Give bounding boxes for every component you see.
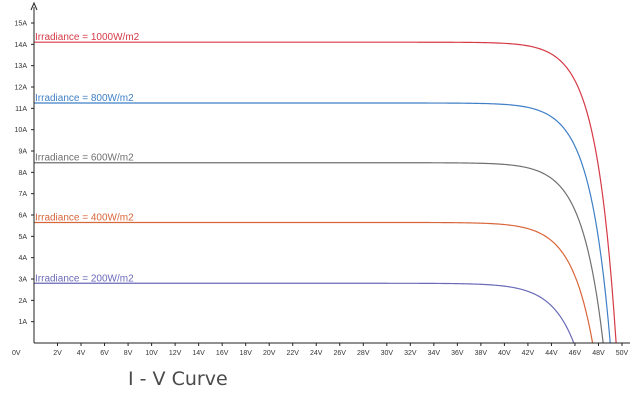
x-tick-label: 0V bbox=[12, 350, 21, 357]
x-tick-label: 34V bbox=[428, 350, 441, 357]
y-tick-label: 3A bbox=[18, 277, 27, 284]
y-tick-label: 6A bbox=[18, 213, 27, 220]
x-tick-label: 30V bbox=[381, 350, 394, 357]
series-line-1 bbox=[34, 41, 617, 344]
y-tick-label: 12A bbox=[15, 85, 28, 92]
y-tick-label: 13A bbox=[15, 63, 28, 70]
y-tick-label: 7A bbox=[18, 191, 27, 198]
x-tick-label: 42V bbox=[522, 350, 535, 357]
x-tick-label: 46V bbox=[569, 350, 582, 357]
y-axis-ticks: 1A 2A 3A 4A 5A 6A 7A 8A 9A 10A 11A 12A 13A 14A 15A bbox=[15, 21, 34, 326]
x-tick-label: 2V bbox=[53, 350, 62, 357]
x-tick-label: 12V bbox=[169, 350, 182, 357]
y-tick-label: 1A bbox=[18, 319, 27, 326]
x-tick-label: 32V bbox=[404, 350, 417, 357]
x-tick-label: 14V bbox=[192, 350, 205, 357]
x-tick-label: 40V bbox=[498, 350, 511, 357]
y-tick-label: 5A bbox=[18, 234, 27, 241]
series-layer bbox=[34, 41, 617, 344]
series-label-4: Irradiance = 400W/m2 bbox=[35, 212, 134, 223]
x-tick-label: 50V bbox=[616, 350, 629, 357]
y-tick-label: 4A bbox=[18, 255, 27, 262]
y-axis-arrow bbox=[30, 1, 38, 11]
x-tick-label: 44V bbox=[545, 350, 558, 357]
series-line-3 bbox=[34, 162, 604, 344]
x-tick-label: 38V bbox=[475, 350, 488, 357]
series-label-2: Irradiance = 800W/m2 bbox=[35, 93, 134, 104]
y-tick-label: 10A bbox=[15, 127, 28, 134]
x-tick-label: 28V bbox=[357, 350, 370, 357]
y-tick-label: 8A bbox=[18, 170, 27, 177]
x-tick-label: 6V bbox=[100, 350, 109, 357]
series-line-4 bbox=[34, 221, 594, 344]
series-label-3: Irradiance = 600W/m2 bbox=[35, 153, 134, 164]
x-tick-label: 22V bbox=[286, 350, 299, 357]
y-tick-label: 15A bbox=[15, 21, 28, 28]
chart-title: I - V Curve bbox=[128, 368, 228, 390]
x-tick-label: 36V bbox=[451, 350, 464, 357]
x-tick-label: 8V bbox=[124, 350, 133, 357]
y-tick-label: 9A bbox=[18, 149, 27, 156]
series-line-5 bbox=[34, 282, 575, 344]
x-axis-ticks: 0V 2V 4V 6V 8V 10V 12V 14V 16V 18V 20V 22V 24V 26V 28V… bbox=[12, 343, 629, 357]
x-tick-label: 24V bbox=[310, 350, 323, 357]
series-label-5: Irradiance = 200W/m2 bbox=[35, 273, 134, 284]
x-tick-label: 10V bbox=[145, 350, 158, 357]
series-label-layer: Irradiance = 1000W/m2 Irradiance = 800W/m… bbox=[35, 32, 140, 284]
x-tick-label: 4V bbox=[77, 350, 86, 357]
series-label-1: Irradiance = 1000W/m2 bbox=[35, 32, 140, 43]
x-tick-label: 48V bbox=[592, 350, 605, 357]
axes bbox=[30, 1, 630, 344]
y-tick-label: 11A bbox=[15, 106, 27, 113]
x-tick-label: 20V bbox=[263, 350, 276, 357]
y-tick-label: 14A bbox=[15, 42, 28, 49]
series-line-2 bbox=[34, 102, 611, 344]
y-tick-label: 2A bbox=[18, 298, 27, 305]
x-tick-label: 16V bbox=[216, 350, 229, 357]
x-tick-label: 18V bbox=[239, 350, 252, 357]
x-tick-label: 26V bbox=[334, 350, 347, 357]
